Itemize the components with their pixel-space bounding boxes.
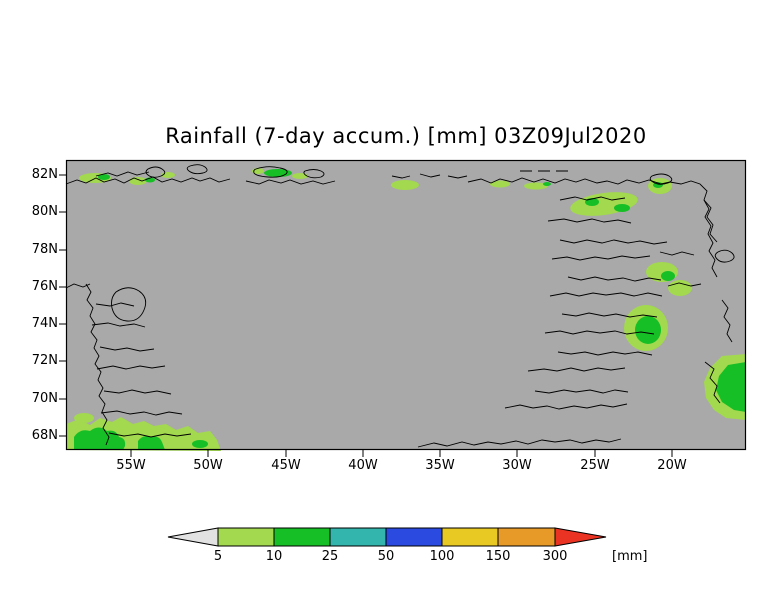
colorbar-segment	[441, 527, 499, 547]
rain-shading-moderate	[74, 169, 746, 450]
colorbar-segment	[273, 527, 331, 547]
coastlines	[65, 164, 735, 448]
coastline-path	[303, 169, 325, 179]
rain-patch-light	[490, 180, 510, 188]
coastline-path	[557, 351, 653, 356]
rain-patch-moderate	[716, 362, 746, 412]
lon-label: 20W	[657, 458, 687, 473]
coastline-path	[417, 438, 622, 448]
chart-title: Rainfall (7-day accum.) [mm] 03Z09Jul202…	[165, 124, 647, 148]
coastline-path	[95, 302, 135, 307]
rain-patch-moderate	[661, 271, 675, 281]
lat-label: 78N	[31, 242, 58, 257]
rain-patch-moderate	[138, 436, 165, 450]
colorbar-segment	[217, 527, 275, 547]
rain-patch-moderate	[614, 204, 630, 212]
coastline-path	[544, 330, 655, 335]
lon-label: 40W	[348, 458, 378, 473]
coastline-path	[186, 164, 208, 175]
colorbar-level-label: 100	[429, 549, 455, 564]
lat-label: 76N	[31, 279, 58, 294]
lat-label: 82N	[31, 167, 58, 182]
coastline-path	[549, 292, 663, 297]
coastline-path	[108, 432, 192, 438]
rain-patch-moderate	[264, 169, 292, 177]
rain-patch-light	[668, 280, 692, 296]
colorbar-segment	[385, 527, 443, 547]
colorbar-level-label: 300	[542, 549, 568, 564]
rain-patch-light	[292, 173, 308, 179]
rain-patch-light	[74, 413, 94, 423]
rain-patch-light	[524, 182, 548, 190]
rain-patch-moderate	[635, 316, 661, 344]
coastline-path	[245, 179, 336, 185]
coastline-path	[504, 403, 628, 410]
colorbar-arrow-min	[167, 527, 219, 547]
colorbar-level-label: 5	[213, 549, 223, 564]
lon-label: 30W	[502, 458, 532, 473]
coastline-path	[527, 367, 626, 372]
lat-label: 70N	[31, 391, 58, 406]
coastline-path	[703, 199, 718, 278]
lon-label: 50W	[193, 458, 223, 473]
rain-patch-moderate	[98, 174, 110, 180]
colorbar-segment	[329, 527, 387, 547]
colorbar-segment	[497, 527, 556, 547]
rain-patch-light	[391, 180, 419, 190]
coastline-path	[567, 276, 662, 282]
coastline-path	[253, 166, 288, 178]
coastline-path	[559, 196, 626, 201]
coastline-path	[659, 251, 702, 287]
rain-patch-light	[129, 177, 147, 185]
coastline-path	[547, 218, 632, 224]
coastline-path	[99, 346, 155, 352]
coastline-path	[714, 249, 735, 263]
lat-label: 80N	[31, 204, 58, 219]
lon-label: 25W	[580, 458, 610, 473]
colorbar-level-label: 50	[377, 549, 395, 564]
coastline-path	[391, 173, 468, 179]
coastline-path	[95, 171, 150, 177]
lat-label: 72N	[31, 353, 58, 368]
lon-label: 45W	[271, 458, 301, 473]
coastline-path	[559, 239, 668, 245]
axis-ticks	[59, 174, 673, 457]
colorbar-level-label: 150	[485, 549, 511, 564]
coastline-path	[145, 166, 166, 178]
coastline-path	[721, 299, 733, 343]
lon-label: 35W	[425, 458, 455, 473]
coastline-path	[704, 361, 721, 404]
coastline-path	[103, 389, 172, 395]
colorbar-level-label: 10	[265, 549, 283, 564]
coastline-path	[96, 365, 166, 370]
coastline-path	[649, 173, 673, 185]
rain-patch-moderate	[74, 427, 126, 450]
coastline-path	[65, 176, 231, 185]
colorbar-units-label: [mm]	[612, 549, 648, 564]
coastline-path	[91, 322, 146, 328]
lon-label: 55W	[116, 458, 146, 473]
colorbar-level-label: 25	[321, 549, 339, 564]
coastline-path	[85, 283, 110, 446]
rain-shading-light	[66, 168, 746, 451]
coastline-path	[534, 389, 629, 394]
colorbar-arrow-max	[554, 527, 607, 547]
lat-label: 68N	[31, 428, 58, 443]
colorbar	[167, 527, 607, 547]
coastline-path	[561, 312, 658, 318]
coastline-path	[551, 255, 651, 261]
rain-patch-moderate	[192, 440, 208, 448]
coastline-path	[111, 287, 147, 322]
lat-label: 74N	[31, 316, 58, 331]
map-background	[66, 160, 746, 450]
coastline-path	[100, 410, 183, 416]
rain-patch-moderate	[543, 182, 551, 186]
plot-border	[65, 159, 747, 451]
